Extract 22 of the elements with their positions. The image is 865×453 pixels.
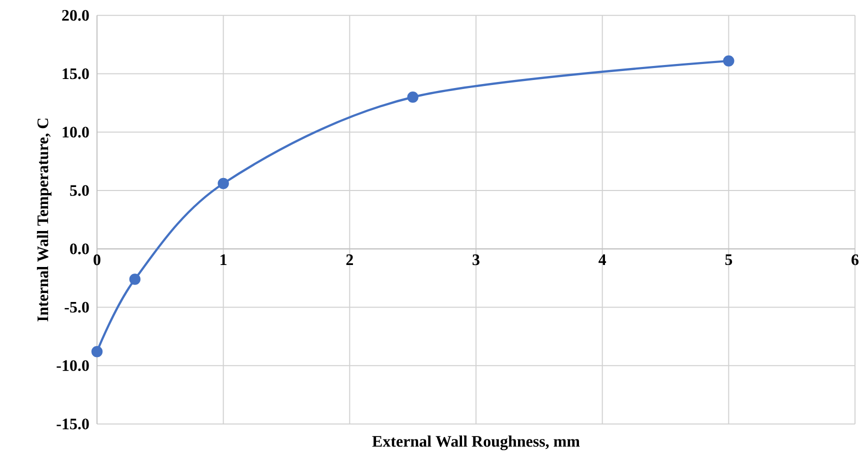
y-tick-label: -10.0 <box>56 360 89 372</box>
x-tick-label: 4 <box>598 254 606 265</box>
y-tick-label: 0.0 <box>70 243 89 254</box>
y-tick-label: -15.0 <box>56 418 89 430</box>
x-tick-label: 5 <box>725 254 732 266</box>
point <box>407 92 418 103</box>
x-tick-label: 2 <box>346 254 353 266</box>
y-axis-title: Internal Wall Temperature, C <box>36 118 52 322</box>
point <box>91 346 103 358</box>
x-tick-label: 3 <box>472 254 480 266</box>
y-tick-label: 15.0 <box>62 68 89 80</box>
y-tick-label: 5.0 <box>70 185 89 196</box>
x-tick-label: 1 <box>220 254 226 265</box>
y-tick-label: -5.0 <box>64 302 89 313</box>
point <box>723 55 734 67</box>
point <box>129 274 140 285</box>
point <box>218 178 229 190</box>
y-tick-label: 20.0 <box>62 10 89 21</box>
x-axis-title: External Wall Roughness, mm <box>372 436 580 450</box>
y-tick-label: 10.0 <box>62 126 89 138</box>
x-tick-label: 0 <box>94 254 100 266</box>
x-tick-label: 6 <box>852 254 859 266</box>
